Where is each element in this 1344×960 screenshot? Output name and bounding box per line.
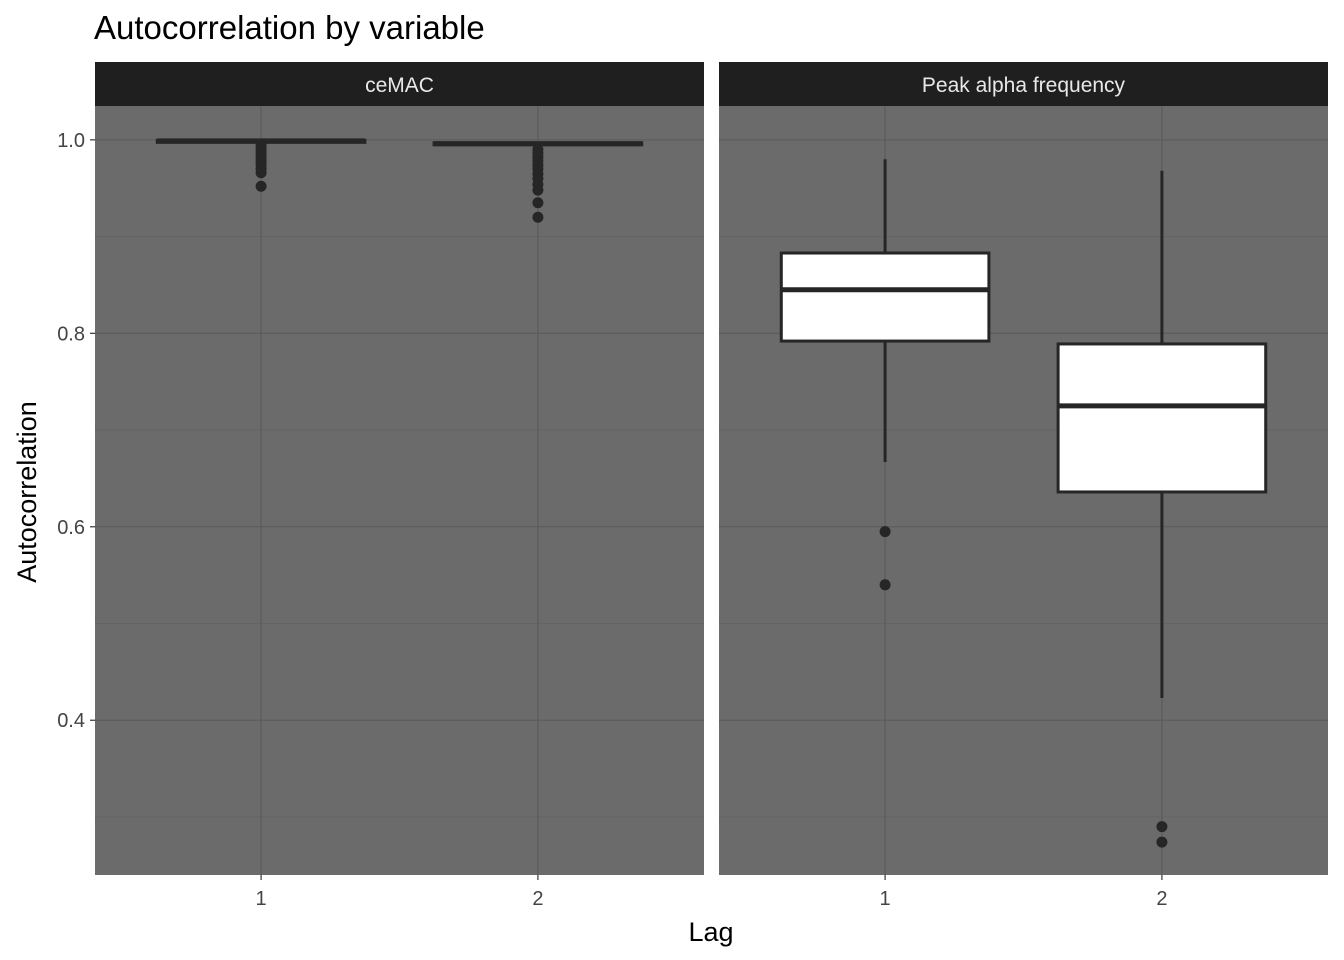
outlier-point — [532, 184, 544, 196]
facet-strip — [95, 62, 704, 106]
x-tick-label: 1 — [256, 888, 267, 910]
x-axis: 1 2 1 2 — [256, 875, 1167, 910]
y-tick-label: 0.4 — [57, 710, 85, 732]
y-tick-label: 1.0 — [57, 130, 85, 152]
chart-title: Autocorrelation by variable — [94, 9, 485, 46]
x-tick-label: 2 — [1156, 888, 1167, 910]
outlier-point — [532, 211, 544, 223]
x-tick-label: 1 — [880, 888, 891, 910]
facet-strip-label: Peak alpha frequency — [922, 74, 1126, 97]
box-1 — [779, 159, 991, 591]
y-tick-label: 0.6 — [57, 517, 85, 539]
x-tick-label: 2 — [532, 888, 543, 910]
y-tick-label: 0.8 — [57, 323, 85, 345]
y-axis-title: Autocorrelation — [12, 401, 42, 583]
y-axis: 0.4 0.6 0.8 1.0 — [57, 130, 95, 732]
outlier-point — [879, 579, 891, 591]
outlier-point — [1156, 821, 1168, 833]
outlier-point — [255, 167, 267, 179]
facet-panel: ceMAC — [95, 62, 704, 875]
box-1 — [155, 138, 367, 192]
outlier-point — [1156, 836, 1168, 848]
facet-strip-label: ceMAC — [365, 74, 434, 97]
x-axis-title: Lag — [688, 917, 733, 947]
box-2 — [1056, 170, 1268, 848]
facet-panels: ceMAC Peak alpha frequency — [95, 62, 1328, 875]
box-2 — [432, 141, 644, 223]
outlier-point — [532, 197, 544, 209]
box-iqr — [779, 251, 991, 343]
outlier-point — [255, 180, 267, 192]
outlier-point — [879, 526, 891, 538]
facet-strip — [719, 62, 1328, 106]
facet-panel: Peak alpha frequency — [719, 62, 1328, 875]
box-iqr — [1056, 342, 1268, 494]
panel-background — [95, 106, 704, 875]
